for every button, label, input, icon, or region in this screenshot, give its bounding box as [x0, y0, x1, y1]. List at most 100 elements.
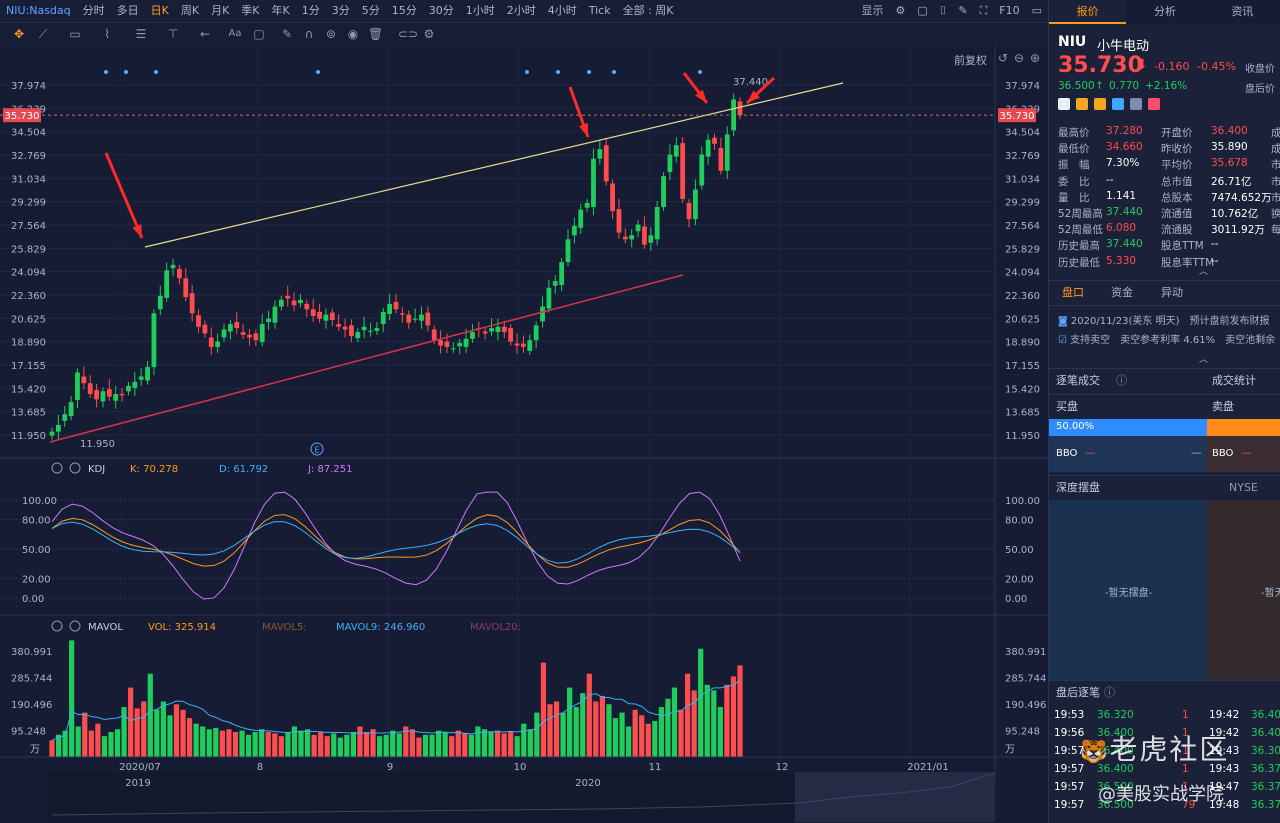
volume-bar[interactable] — [737, 665, 743, 757]
candle-body[interactable] — [648, 235, 654, 243]
volume-bar[interactable] — [632, 709, 638, 757]
volume-bar[interactable] — [567, 687, 573, 757]
candle-body[interactable] — [323, 314, 329, 321]
volume-bar[interactable] — [206, 729, 212, 757]
volume-bar[interactable] — [547, 704, 553, 757]
candle-body[interactable] — [278, 299, 284, 307]
candle-body[interactable] — [164, 270, 170, 298]
volume-bar[interactable] — [396, 733, 402, 757]
settings-icon[interactable]: ⚙ — [895, 4, 906, 17]
volume-bar[interactable] — [121, 707, 127, 757]
volume-bar[interactable] — [455, 730, 461, 757]
candle-body[interactable] — [610, 183, 615, 212]
candle-body[interactable] — [521, 343, 526, 347]
volume-bar[interactable] — [88, 730, 94, 757]
volume-bar[interactable] — [711, 690, 717, 757]
kdj-settings-icon[interactable] — [51, 462, 63, 474]
candle-body[interactable] — [457, 342, 463, 347]
period-tab-8[interactable]: 3分 — [331, 4, 350, 17]
candle-body[interactable] — [81, 376, 87, 384]
options-icon[interactable] — [1076, 98, 1088, 110]
volume-bar[interactable] — [377, 736, 383, 757]
candle-body[interactable] — [540, 306, 545, 322]
pen-icon[interactable]: ✎ — [958, 4, 968, 17]
mavol9-line[interactable] — [51, 679, 741, 741]
info-icon[interactable]: ⓘ — [1116, 374, 1127, 387]
candle-body[interactable] — [387, 303, 393, 314]
volume-bar[interactable] — [285, 732, 291, 757]
period-tab-4[interactable]: 月K — [211, 4, 230, 17]
candle-body[interactable] — [317, 311, 322, 319]
candle-body[interactable] — [291, 300, 297, 306]
candle-body[interactable] — [298, 299, 303, 304]
volume-bar[interactable] — [318, 732, 324, 757]
candle-body[interactable] — [654, 207, 660, 240]
candle-body[interactable] — [661, 176, 666, 208]
volume-bar[interactable] — [717, 707, 723, 757]
candle-body[interactable] — [584, 203, 590, 208]
volume-bar[interactable] — [580, 693, 586, 757]
candle-body[interactable] — [673, 145, 679, 157]
volume-bar[interactable] — [134, 708, 140, 757]
candle-body[interactable] — [253, 333, 259, 341]
volume-bar[interactable] — [75, 726, 81, 757]
candle-body[interactable] — [240, 332, 246, 335]
volume-bar[interactable] — [435, 730, 442, 757]
volume-bar[interactable] — [422, 734, 429, 757]
candle-body[interactable] — [196, 315, 201, 327]
volume-bar[interactable] — [147, 673, 153, 757]
upper-trendline[interactable] — [144, 82, 844, 248]
candle-body[interactable] — [361, 326, 367, 331]
volume-bar[interactable] — [154, 709, 160, 757]
volume-bar[interactable] — [324, 736, 330, 757]
candle-body[interactable] — [247, 334, 252, 338]
candle-body[interactable] — [119, 393, 125, 396]
volume-bar[interactable] — [331, 733, 337, 757]
volume-bar[interactable] — [619, 712, 625, 757]
candle-body[interactable] — [438, 340, 443, 346]
candle-body[interactable] — [368, 330, 373, 332]
kdj-k-line[interactable] — [51, 514, 741, 568]
candle-body[interactable] — [329, 312, 335, 321]
candle-body[interactable] — [49, 431, 55, 436]
volume-bar[interactable] — [540, 662, 547, 757]
volume-bar[interactable] — [626, 726, 632, 757]
volume-bar[interactable] — [514, 736, 520, 757]
volume-bar[interactable] — [108, 732, 114, 757]
volume-bar[interactable] — [291, 726, 298, 757]
crosshair-icon[interactable]: ✥ — [13, 27, 25, 41]
volume-bar[interactable] — [304, 729, 311, 757]
volume-bar[interactable] — [265, 732, 271, 757]
candle-body[interactable] — [215, 341, 221, 347]
candle-body[interactable] — [285, 295, 291, 299]
candle-body[interactable] — [546, 287, 552, 309]
volume-bar[interactable] — [173, 704, 180, 757]
volume-bar[interactable] — [69, 640, 75, 757]
volume-bar[interactable] — [226, 729, 232, 757]
short-icon[interactable] — [1112, 98, 1124, 110]
volume-bar[interactable] — [704, 684, 710, 757]
f10-icon[interactable]: F10 — [999, 4, 1020, 17]
plus-icon[interactable]: ⊕ — [1030, 51, 1041, 65]
volume-bar[interactable] — [724, 684, 730, 757]
candle-body[interactable] — [380, 311, 386, 325]
candle-body[interactable] — [87, 383, 93, 394]
candle-body[interactable] — [355, 332, 361, 339]
volume-bar[interactable] — [553, 701, 560, 757]
candle-body[interactable] — [463, 338, 469, 347]
candle-body[interactable] — [444, 341, 450, 347]
volume-bar[interactable] — [219, 730, 225, 757]
volume-bar[interactable] — [645, 723, 651, 757]
candle-body[interactable] — [106, 389, 112, 397]
volume-bar[interactable] — [337, 737, 343, 757]
volume-bar[interactable] — [612, 718, 619, 757]
period-tab-5[interactable]: 季K — [241, 4, 260, 17]
candle-body[interactable] — [425, 312, 431, 326]
candle-body[interactable] — [642, 226, 647, 245]
volume-bar[interactable] — [534, 712, 540, 757]
candle-body[interactable] — [705, 139, 711, 157]
adjust-label[interactable]: 前复权 — [954, 54, 987, 67]
volume-bar[interactable] — [475, 726, 481, 757]
period-tab-11[interactable]: 30分 — [428, 4, 454, 17]
volume-bar[interactable] — [128, 687, 134, 757]
